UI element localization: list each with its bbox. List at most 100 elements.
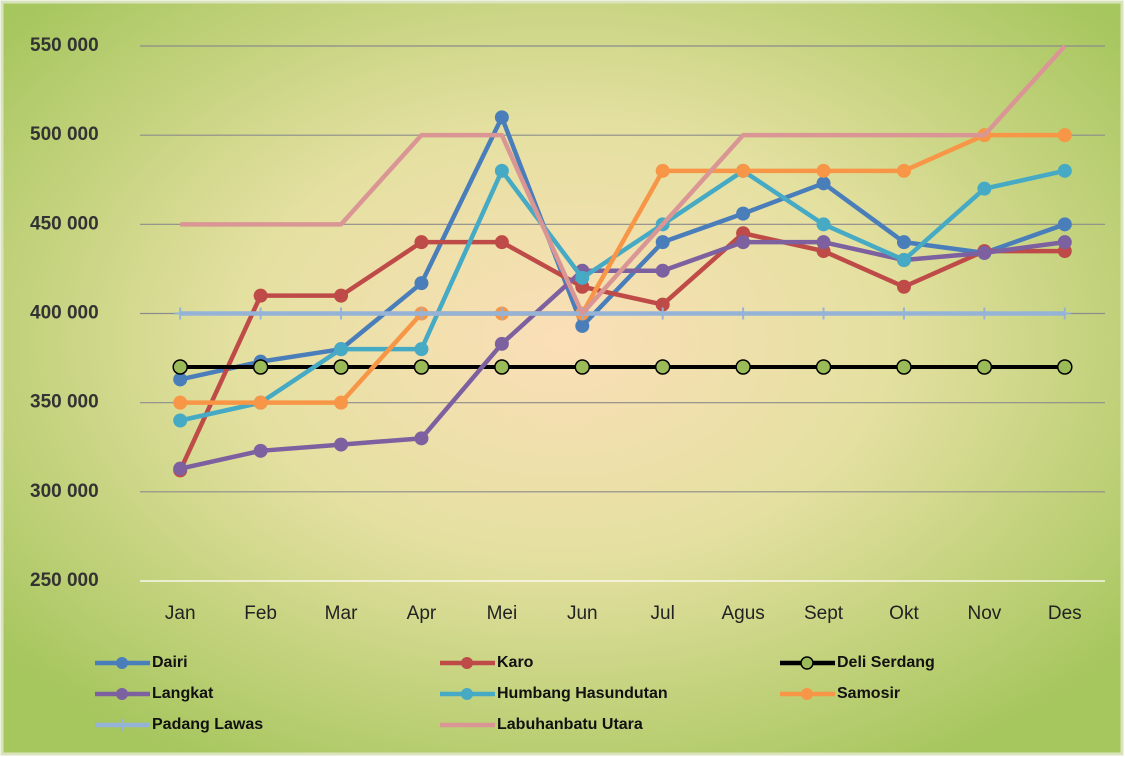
point	[654, 359, 671, 375]
point	[335, 307, 348, 320]
x-tick-label: Nov	[967, 603, 1001, 624]
legend-label: Deli Serdang	[837, 654, 935, 671]
point	[494, 235, 509, 250]
legend-label: Langkat	[152, 685, 214, 702]
point	[735, 359, 751, 375]
point	[333, 359, 349, 375]
x-tick-label: Mei	[487, 603, 518, 624]
point	[494, 336, 509, 351]
legend-marker	[116, 657, 128, 669]
point	[254, 307, 267, 320]
legend-label: Samosir	[837, 685, 900, 702]
x-tick-label: Mar	[325, 603, 358, 624]
series-line	[179, 115, 1066, 382]
y-tick-label: 250 000	[30, 570, 99, 591]
point	[736, 206, 751, 221]
point	[495, 307, 508, 320]
point	[655, 235, 670, 250]
x-tick-label: Feb	[244, 603, 277, 624]
legend-marker	[116, 688, 128, 700]
series-line	[178, 231, 1065, 472]
point	[415, 307, 428, 320]
point	[655, 163, 670, 178]
point	[575, 318, 590, 333]
legend-marker	[800, 656, 814, 670]
point	[334, 342, 349, 357]
point	[978, 307, 991, 320]
point	[173, 461, 188, 476]
x-tick-label: Jul	[651, 603, 675, 624]
point	[896, 279, 911, 294]
point	[976, 359, 993, 375]
point	[253, 288, 268, 303]
legend-label: Humbang Hasundutan	[497, 685, 668, 702]
y-tick-label: 450 000	[30, 213, 99, 234]
x-tick-label: Agus	[721, 603, 764, 624]
point	[736, 163, 751, 178]
point	[173, 413, 188, 428]
point	[334, 395, 349, 410]
point	[252, 359, 269, 375]
legend-marker	[461, 657, 473, 669]
legend-marker	[461, 688, 473, 700]
point	[334, 437, 349, 452]
x-tick-label: Okt	[889, 603, 919, 624]
point	[173, 395, 188, 410]
point	[897, 307, 910, 320]
point	[896, 163, 911, 178]
point	[655, 297, 670, 312]
point	[253, 443, 268, 458]
legend-label: Padang Lawas	[152, 716, 263, 733]
point	[1058, 307, 1071, 320]
point	[414, 431, 429, 446]
legend-label: Karo	[497, 654, 534, 671]
point	[414, 235, 429, 250]
point	[977, 245, 992, 260]
x-tick-label: Jun	[567, 603, 598, 624]
point	[253, 395, 268, 410]
point	[655, 263, 670, 278]
x-tick-label: Sept	[804, 603, 844, 624]
point	[494, 359, 510, 375]
point	[896, 253, 911, 267]
point	[817, 307, 830, 320]
x-tick-label: Jan	[165, 603, 196, 624]
point	[816, 163, 831, 178]
legend-marker	[801, 688, 813, 700]
point	[172, 359, 188, 375]
point	[816, 176, 831, 191]
y-tick-label: 300 000	[30, 481, 99, 502]
point	[737, 307, 750, 320]
y-tick-label: 400 000	[30, 303, 99, 324]
point	[414, 342, 429, 357]
series-line	[180, 132, 1065, 405]
y-tick-label: 500 000	[30, 124, 99, 145]
x-tick-label: Des	[1048, 603, 1082, 624]
point	[896, 359, 912, 375]
point	[494, 110, 509, 125]
point	[977, 181, 992, 196]
point	[494, 163, 509, 178]
point	[1057, 217, 1072, 232]
point	[174, 307, 187, 320]
legend-label: Dairi	[152, 654, 188, 671]
point	[413, 359, 430, 375]
point	[896, 235, 911, 250]
point	[1057, 163, 1072, 178]
point	[334, 288, 349, 303]
series-line	[179, 168, 1066, 423]
y-tick-label: 550 000	[30, 35, 99, 56]
point	[574, 359, 591, 375]
x-tick-label: Apr	[407, 603, 437, 624]
point	[173, 372, 188, 387]
point	[1057, 359, 1073, 375]
point	[575, 270, 590, 285]
series-line	[180, 44, 1067, 316]
point	[1057, 128, 1072, 143]
y-tick-label: 350 000	[30, 392, 99, 413]
point	[414, 276, 429, 291]
point	[816, 217, 831, 232]
point	[816, 235, 831, 250]
